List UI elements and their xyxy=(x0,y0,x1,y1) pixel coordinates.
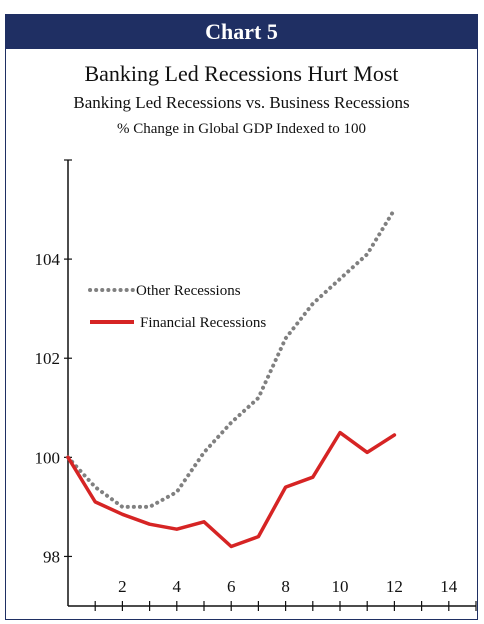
chart-title: Banking Led Recessions Hurt Most xyxy=(84,61,399,86)
chart-subtitle: Banking Led Recessions vs. Business Rece… xyxy=(73,93,410,112)
y-tick-label: 100 xyxy=(35,448,61,467)
x-tick-label: 4 xyxy=(173,577,182,596)
y-tick-label: 104 xyxy=(35,250,61,269)
chart-header: Chart 5 xyxy=(6,15,477,49)
legend-label-other-recessions: Other Recessions xyxy=(136,283,241,299)
y-tick-label: 98 xyxy=(43,547,60,566)
x-tick-label: 10 xyxy=(332,577,349,596)
x-tick-label: 6 xyxy=(227,577,236,596)
chart-frame: Chart 5 Banking Led Recessions Hurt Most… xyxy=(5,14,478,620)
x-tick-label: 14 xyxy=(440,577,458,596)
x-tick-label: 2 xyxy=(118,577,127,596)
x-tick-label: 8 xyxy=(281,577,290,596)
legend-label-financial-recessions: Financial Recessions xyxy=(140,315,266,331)
y-tick-label: 102 xyxy=(35,349,61,368)
series-line-other-recessions xyxy=(66,207,397,509)
series-line-financial-recessions xyxy=(66,430,397,549)
x-tick-label: 12 xyxy=(386,577,403,596)
chart-subtitle-units: % Change in Global GDP Indexed to 100 xyxy=(117,121,366,137)
